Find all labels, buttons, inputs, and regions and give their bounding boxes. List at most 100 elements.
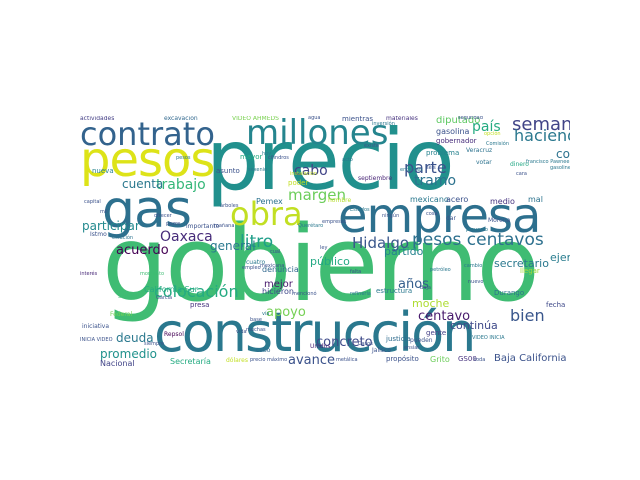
word: dar — [446, 215, 456, 222]
word: concreto — [316, 335, 373, 350]
word: Secretaría — [170, 357, 211, 366]
word: tramo — [414, 173, 457, 189]
word: pesos — [176, 155, 191, 161]
word: colocación — [154, 282, 239, 301]
word: inversión — [372, 121, 395, 127]
word: mexicano — [410, 195, 449, 204]
word: agua — [308, 116, 321, 121]
word: asunto — [216, 167, 240, 175]
word: medio — [490, 197, 515, 206]
word: avance — [288, 353, 336, 368]
word: Baja California — [494, 353, 567, 364]
word: mañana — [214, 223, 235, 229]
word: mejor — [264, 279, 293, 290]
word: ningún — [382, 213, 400, 219]
word: ofrecer — [154, 213, 172, 219]
word: gobierno — [102, 203, 540, 325]
word: gasolinera — [550, 165, 570, 171]
word: empresa — [338, 188, 541, 244]
word: vida — [236, 329, 247, 335]
word: Querétaro — [298, 223, 324, 229]
word: gente — [426, 329, 447, 337]
word: moche — [412, 297, 450, 310]
word: pozos — [166, 221, 181, 227]
word: justicia — [386, 335, 411, 343]
word: Federal — [110, 311, 133, 318]
word: gas — [102, 180, 192, 240]
word: sexenio — [248, 167, 268, 173]
word: corrupción — [556, 147, 570, 161]
word: centavo — [418, 309, 471, 324]
word: cambio — [464, 263, 483, 269]
word: Casos — [358, 341, 373, 347]
word: estructura — [376, 287, 413, 295]
word: acuerdo — [116, 243, 169, 258]
word: Veracruz — [466, 147, 493, 154]
word: Comisión — [486, 141, 510, 147]
word: mal — [528, 195, 543, 204]
word: acto — [342, 157, 353, 163]
word: empresas — [322, 219, 347, 225]
word: dinero — [510, 161, 529, 168]
word: pesos centavos — [412, 230, 544, 250]
word: proyecto — [466, 227, 488, 233]
word: ensiar — [404, 345, 420, 351]
word: acero — [446, 195, 469, 204]
word: propósito — [386, 355, 419, 363]
word: capital — [84, 199, 101, 205]
word: muchas — [246, 327, 266, 333]
word: cosa — [426, 211, 438, 217]
word: seis — [426, 165, 436, 171]
word: hombre — [328, 197, 352, 204]
word: haciendo — [514, 126, 570, 145]
word: metálica — [336, 357, 358, 363]
word: Grito — [430, 355, 450, 364]
word: opción — [484, 131, 501, 137]
word: poder — [288, 179, 309, 187]
word: cabo — [256, 347, 271, 354]
word: hicieron — [262, 287, 294, 296]
word: millones — [246, 116, 389, 153]
word: continúa — [450, 319, 498, 332]
word: cara — [516, 171, 527, 177]
word: Istmo — [90, 231, 107, 238]
word: refinería — [350, 291, 371, 297]
word: promedio — [100, 347, 157, 361]
word: materiales — [386, 116, 418, 122]
word: VIDEO INICIA — [472, 335, 505, 341]
word: cuatro — [246, 259, 266, 266]
word: importante — [186, 223, 220, 230]
word: cuenta — [122, 177, 164, 191]
word: partido — [384, 245, 424, 258]
word: Hidalgo — [352, 234, 410, 252]
word: precio máximo — [250, 357, 288, 363]
word: actividades — [80, 116, 115, 122]
word: seguridad — [458, 116, 483, 121]
word: mexicana — [260, 263, 285, 269]
word: árboles — [220, 203, 239, 209]
word: mencionó — [292, 291, 317, 297]
word: parte — [404, 158, 447, 177]
word: diputado — [436, 116, 481, 126]
word: interés — [80, 271, 98, 277]
word: septiembre — [358, 175, 393, 182]
word: Unidos — [310, 343, 331, 350]
word: cilindros — [268, 155, 289, 161]
word: cabo — [294, 163, 328, 179]
word: gobernador — [436, 137, 477, 145]
word: California Sur — [144, 285, 198, 294]
word: trabajo — [156, 177, 206, 193]
word-cloud: gobierno precio construcción empresa gas… — [80, 116, 570, 368]
word: años — [398, 277, 429, 292]
word: pesos — [80, 132, 215, 188]
word: apoyo — [266, 305, 306, 320]
word: denuncia — [262, 265, 299, 274]
word: litro — [240, 232, 274, 252]
word: mil — [100, 209, 108, 215]
word: construcción — [154, 301, 476, 364]
word: margen — [288, 186, 346, 204]
word: ejemplo — [550, 251, 570, 264]
word: presa — [190, 301, 210, 309]
word: siempre — [144, 341, 165, 347]
word: entonces — [400, 167, 423, 173]
